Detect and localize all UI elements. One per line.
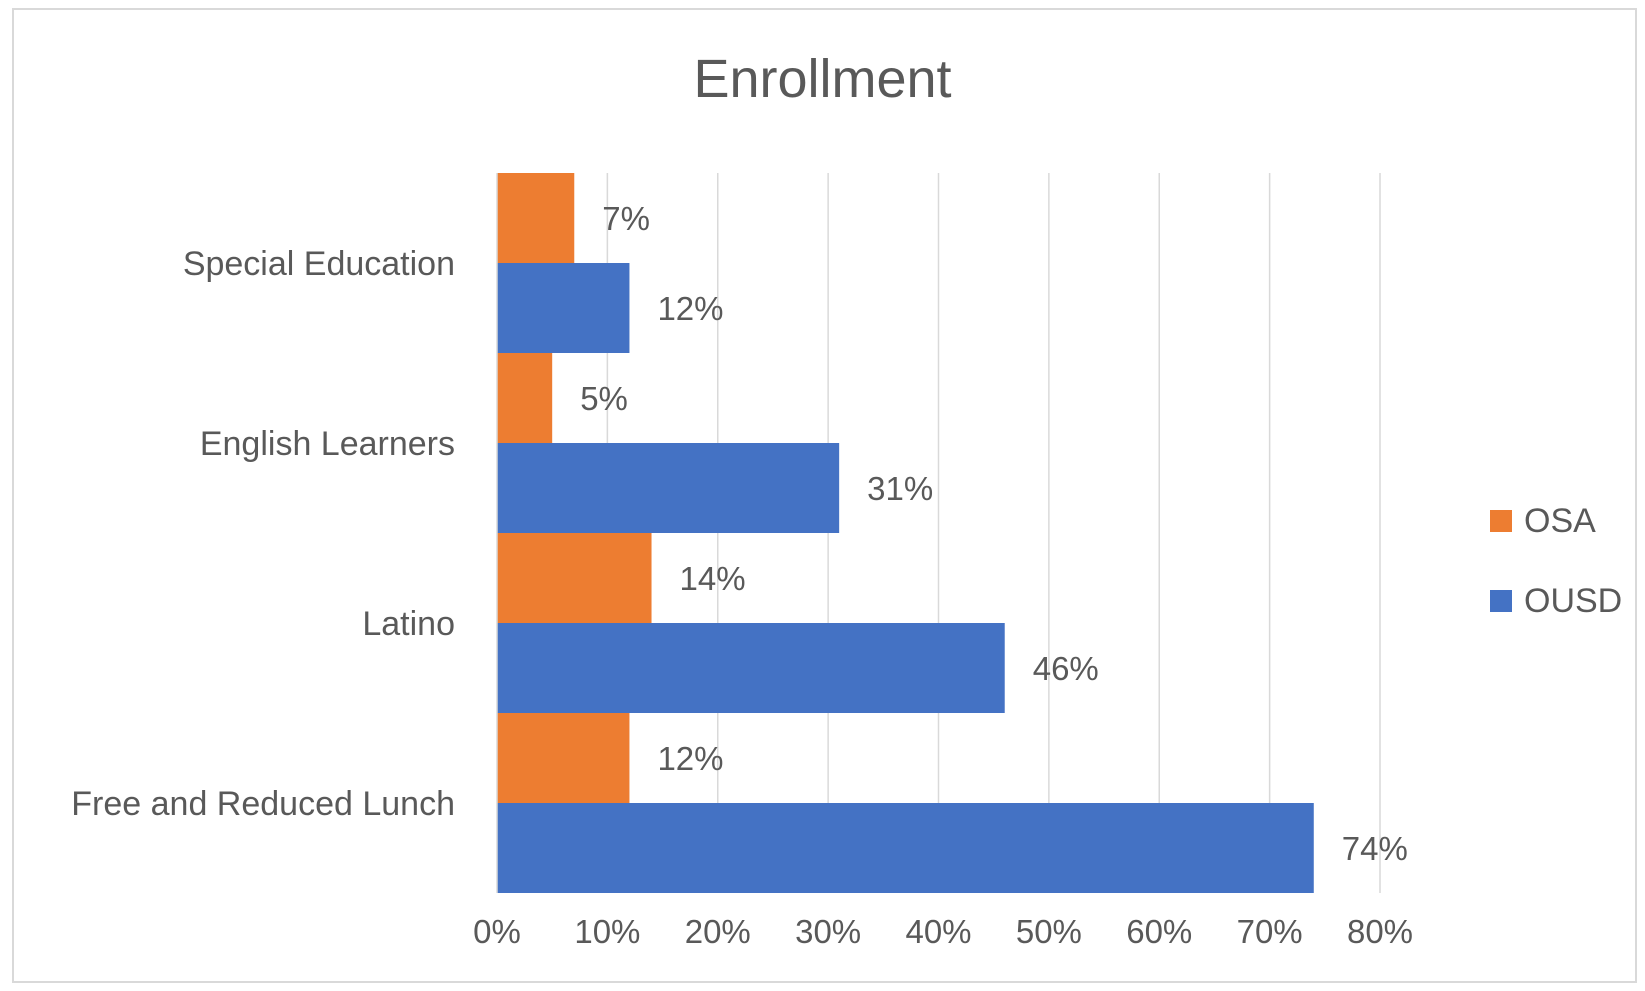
data-label-osa: 7% [602,200,650,237]
x-tick-label: 20% [685,913,751,950]
legend-item-osa: OSA [1490,498,1622,544]
x-tick-label: 30% [795,913,861,950]
category-label: English Learners [200,425,455,463]
x-tick-label: 40% [905,913,971,950]
chart-title: Enrollment [693,49,952,109]
x-tick-label: 80% [1347,913,1413,950]
legend-swatch-ousd [1490,590,1512,612]
bar-ousd [497,623,1005,713]
bar-osa [497,533,652,623]
x-tick-label: 10% [574,913,640,950]
bar-ousd [497,803,1314,893]
data-label-osa: 12% [657,740,723,777]
legend-label-ousd: OUSD [1524,581,1623,620]
x-tick-label: 50% [1016,913,1082,950]
bar-osa [497,173,575,263]
legend-label-osa: OSA [1524,501,1596,540]
category-label: Free and Reduced Lunch [71,785,455,823]
data-label-osa: 14% [680,560,746,597]
bar-ousd [497,263,630,353]
x-tick-label: 60% [1126,913,1192,950]
x-tick-label: 70% [1237,913,1303,950]
x-tick-label: 0% [473,913,521,950]
category-label: Special Education [183,245,455,283]
data-label-ousd: 46% [1033,650,1099,687]
bar-osa [497,353,553,443]
data-label-ousd: 74% [1342,830,1408,867]
data-label-osa: 5% [580,380,628,417]
legend: OSA OUSD [1490,498,1622,658]
data-label-ousd: 12% [657,290,723,327]
bar-osa [497,713,630,803]
category-label: Latino [362,605,455,643]
legend-item-ousd: OUSD [1490,578,1622,624]
data-label-ousd: 31% [867,470,933,507]
bar-ousd [497,443,840,533]
legend-swatch-osa [1490,510,1512,532]
